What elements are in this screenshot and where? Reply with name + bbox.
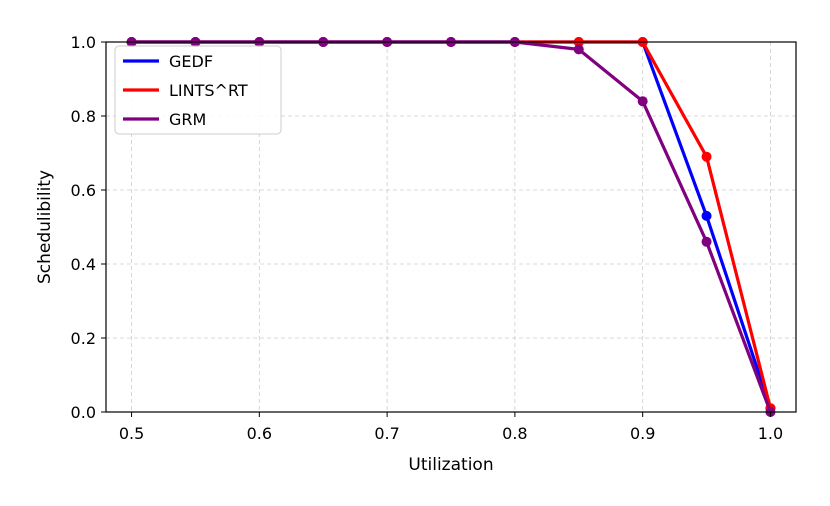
data-point-gedf bbox=[701, 210, 712, 221]
legend-label: GRM bbox=[169, 110, 206, 129]
y-tick-label: 0.8 bbox=[71, 107, 96, 126]
y-tick-label: 1.0 bbox=[71, 33, 96, 52]
plot-frame bbox=[105, 41, 797, 413]
x-tick-label: 0.8 bbox=[502, 424, 527, 443]
x-tick-label: 0.9 bbox=[630, 424, 655, 443]
data-point-grm bbox=[637, 96, 648, 107]
y-tick-label: 0.2 bbox=[71, 329, 96, 348]
x-axis: 0.5 0.6 0.7 0.8 0.9 1.0 bbox=[119, 412, 783, 443]
y-axis-label: Schedulibility bbox=[35, 170, 55, 284]
y-axis: 0.0 0.2 0.4 0.6 0.8 1.0 bbox=[71, 33, 106, 422]
data-point-grm bbox=[573, 44, 584, 55]
legend: GEDF LINTS^RT GRM bbox=[114, 45, 282, 135]
y-tick-label: 0.4 bbox=[71, 255, 96, 274]
data-point-lints-rt bbox=[701, 151, 712, 162]
x-axis-label: Utilization bbox=[408, 455, 493, 475]
legend-box bbox=[114, 45, 282, 135]
legend-label: GEDF bbox=[169, 52, 213, 71]
x-tick-label: 0.5 bbox=[119, 424, 144, 443]
legend-label: LINTS^RT bbox=[169, 81, 248, 100]
x-tick-label: 0.6 bbox=[247, 424, 272, 443]
y-tick-label: 0.6 bbox=[71, 181, 96, 200]
data-point-grm bbox=[701, 236, 712, 247]
x-tick-label: 0.7 bbox=[374, 424, 399, 443]
x-tick-label: 1.0 bbox=[758, 424, 783, 443]
y-tick-label: 0.0 bbox=[71, 403, 96, 422]
